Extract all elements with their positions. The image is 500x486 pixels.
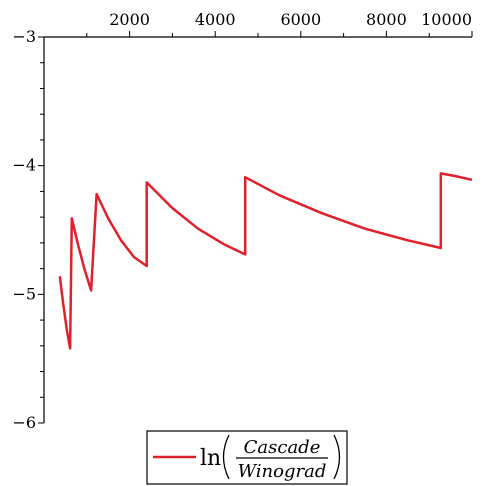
ticks: 2000 4000 6000 8000 10000 −3 −4 −5 −6: [12, 10, 473, 432]
legend-paren-right: [333, 434, 341, 480]
legend-paren-left: [222, 434, 230, 480]
legend: ln Cascade Winograd: [146, 430, 348, 485]
series-line: [58, 172, 473, 350]
series-group: [58, 172, 473, 350]
x-tick-label: 2000: [109, 10, 150, 29]
axes: [43, 36, 472, 423]
x-tick-label: 6000: [280, 10, 321, 29]
y-tick-label: −3: [12, 27, 36, 46]
y-tick-label: −6: [12, 413, 36, 432]
y-tick-label: −4: [12, 156, 36, 175]
x-tick-label: 8000: [366, 10, 407, 29]
y-tick-label: −5: [12, 284, 36, 303]
legend-denominator: Winograd: [238, 461, 327, 482]
legend-func: ln: [200, 446, 221, 471]
x-tick-label: 4000: [195, 10, 236, 29]
x-tick-label: 10000: [421, 10, 472, 29]
legend-numerator: Cascade: [244, 437, 321, 458]
